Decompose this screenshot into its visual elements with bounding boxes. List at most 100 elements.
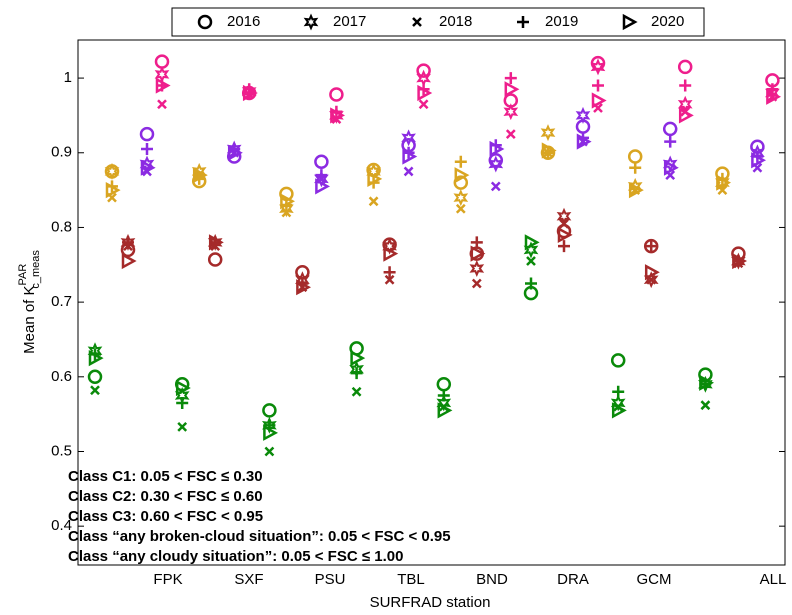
marker-x: [455, 203, 466, 214]
legend-box: [171, 7, 705, 37]
marker-triangle: [504, 81, 520, 98]
marker-plus: [454, 155, 467, 168]
marker-triangle: [454, 167, 470, 184]
marker-triangle: [716, 174, 732, 191]
marker-plus: [141, 143, 153, 156]
marker-plus: [592, 79, 604, 92]
marker-plus: [176, 396, 189, 409]
marker-triangle: [350, 350, 366, 367]
marker-star: [488, 155, 504, 173]
marker-triangle: [383, 245, 399, 262]
marker-x: [281, 207, 292, 218]
marker-triangle: [315, 178, 331, 195]
marker-triangle: [437, 402, 453, 419]
marker-star: [503, 103, 519, 121]
marker-circle: [207, 252, 223, 267]
marker-triangle: [140, 159, 156, 176]
x-tick-label: ALL: [760, 571, 787, 588]
marker-triangle: [263, 424, 279, 441]
legend-label: 2018: [439, 13, 472, 30]
marker-triangle: [628, 182, 644, 199]
legend-label: 2016: [227, 13, 260, 30]
marker-x: [90, 385, 100, 396]
marker-plus: [664, 135, 677, 148]
marker-triangle: [330, 107, 346, 124]
marker-x: [384, 274, 395, 285]
marker-triangle: [766, 88, 782, 105]
marker-plus: [629, 161, 642, 174]
marker-star: [610, 394, 626, 412]
marker-circle: [154, 54, 170, 69]
class-label: Class C2: 0.30 < FSC ≤ 0.60: [68, 488, 263, 505]
marker-star: [154, 65, 170, 83]
x-tick-label: DRA: [557, 571, 589, 588]
marker-x: [403, 166, 414, 177]
marker-triangle: [367, 170, 383, 188]
x-tick-label: BND: [476, 571, 508, 588]
marker-circle: [197, 14, 213, 30]
marker-plus: [558, 240, 570, 253]
marker-x: [418, 99, 429, 110]
marker-x: [505, 129, 516, 139]
marker-triangle: [541, 142, 557, 159]
class-label: Class C3: 0.60 < FSC < 0.95: [68, 508, 263, 525]
marker-triangle: [227, 144, 243, 161]
marker-plus: [470, 236, 483, 249]
marker-triangle: [622, 13, 638, 31]
marker-plus: [679, 79, 692, 92]
marker-x: [351, 386, 362, 397]
marker-x: [526, 256, 536, 266]
marker-circle: [677, 59, 693, 75]
marker-triangle: [699, 374, 715, 391]
marker-x: [490, 181, 501, 192]
marker-plus: [517, 16, 529, 28]
marker-circle: [627, 149, 643, 164]
marker-triangle: [576, 133, 592, 150]
marker-x: [368, 196, 379, 207]
legend-label: 2019: [545, 13, 578, 30]
class-label: Class “any broken-cloud situation”: 0.05…: [68, 528, 451, 545]
marker-triangle: [175, 379, 191, 397]
marker-star: [303, 13, 319, 31]
marker-x: [177, 421, 188, 432]
marker-triangle: [470, 245, 486, 262]
marker-triangle: [489, 140, 505, 158]
marker-plus: [525, 277, 537, 290]
marker-triangle: [663, 159, 679, 176]
marker-triangle: [611, 402, 627, 419]
marker-triangle: [192, 167, 208, 184]
marker-triangle: [105, 182, 121, 199]
marker-star: [575, 106, 591, 124]
marker-x: [559, 218, 569, 229]
marker-star: [104, 162, 120, 180]
marker-circle: [610, 353, 626, 368]
x-tick-label: PSU: [315, 571, 346, 588]
marker-x: [157, 99, 167, 110]
marker-triangle: [280, 193, 296, 210]
marker-triangle: [242, 84, 258, 102]
y-tick-label: 0.6: [51, 368, 72, 385]
marker-circle: [329, 87, 344, 102]
marker-star: [540, 124, 556, 142]
marker-triangle: [208, 234, 224, 251]
x-axis-label: SURFRAD station: [370, 594, 491, 611]
marker-circle: [262, 403, 277, 418]
marker-circle: [87, 369, 103, 385]
marker-triangle: [88, 350, 104, 367]
marker-triangle: [402, 148, 418, 165]
y-tick-label: 0.9: [51, 144, 72, 161]
marker-circle: [314, 154, 329, 169]
marker-triangle: [751, 152, 767, 169]
marker-x: [700, 400, 711, 411]
marker-triangle: [732, 252, 748, 270]
marker-circle: [436, 377, 452, 392]
marker-triangle: [417, 84, 433, 102]
x-tick-label: SXF: [234, 571, 263, 588]
marker-triangle: [155, 77, 171, 94]
y-label-main: Mean of K: [21, 285, 38, 353]
x-tick-label: TBL: [397, 571, 425, 588]
marker-star: [469, 260, 485, 277]
marker-x: [471, 278, 482, 289]
marker-star: [120, 233, 136, 251]
